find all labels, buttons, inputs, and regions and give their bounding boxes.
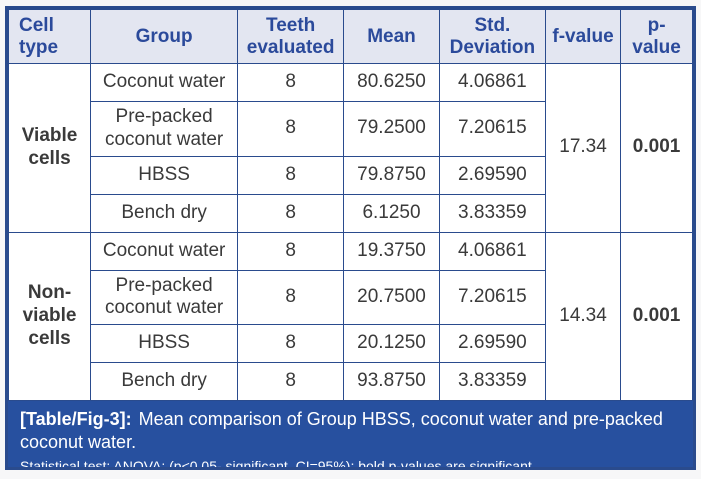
- statistical-note: Statistical test: ANOVA; (p<0.05- signif…: [20, 458, 532, 467]
- table-caption: [Table/Fig-3]: Mean comparison of Group H…: [20, 408, 681, 454]
- std-value: 2.69590: [438, 155, 546, 195]
- std-value: 4.06861: [438, 63, 546, 102]
- caption-band: [Table/Fig-3]: Mean comparison of Group H…: [8, 401, 693, 467]
- mean-value: 79.2500: [343, 101, 440, 157]
- table-row: HBSS 8 79.8750 2.69590: [9, 155, 693, 195]
- std-value: 3.83359: [438, 362, 546, 402]
- f-value-non-viable: 14.34: [544, 231, 622, 402]
- col-header-std-deviation: Std. Deviation: [438, 9, 546, 64]
- caption-text: Mean comparison of Group HBSS, coconut w…: [20, 409, 663, 453]
- f-value-viable: 17.34: [544, 63, 622, 233]
- col-header-group: Group: [90, 9, 239, 64]
- teeth-value: 8: [237, 193, 345, 233]
- teeth-value: 8: [237, 63, 345, 102]
- teeth-value: 8: [237, 324, 345, 364]
- cell-type-viable: Viable cells: [7, 63, 92, 233]
- teeth-value: 8: [237, 101, 345, 157]
- table-row: Bench dry 8 6.1250 3.83359: [9, 193, 693, 233]
- mean-value: 79.8750: [343, 155, 440, 195]
- std-value: 3.83359: [438, 193, 546, 233]
- teeth-value: 8: [237, 155, 345, 195]
- table-row: Viable cells Coconut water 8 80.6250 4.0…: [7, 63, 693, 233]
- mean-value: 80.6250: [343, 63, 440, 102]
- mean-value: 6.1250: [343, 193, 440, 233]
- col-header-p-value: p- value: [620, 9, 693, 64]
- mean-value: 20.1250: [343, 324, 440, 364]
- col-header-f-value: f-value: [544, 9, 622, 64]
- teeth-value: 8: [237, 362, 345, 402]
- group-name: HBSS: [90, 324, 239, 364]
- group-name: Pre-packed coconut water: [90, 101, 239, 157]
- col-header-teeth-evaluated: Teeth evaluated: [237, 9, 345, 64]
- group-name: HBSS: [90, 155, 239, 195]
- mean-value: 19.3750: [343, 231, 440, 271]
- std-value: 2.69590: [438, 324, 546, 364]
- std-value: 4.06861: [438, 231, 546, 271]
- table-figure-frame: Cell type Group Teeth evaluated Mean Std…: [5, 6, 696, 470]
- group-name: Pre-packed coconut water: [90, 269, 239, 326]
- mean-value: 93.8750: [343, 362, 440, 402]
- caption-label: [Table/Fig-3]:: [20, 409, 132, 430]
- teeth-value: 8: [237, 269, 345, 326]
- group-name: Bench dry: [90, 362, 239, 402]
- p-value-non-viable: 0.001: [620, 231, 693, 402]
- anova-results-table: Cell type Group Teeth evaluated Mean Std…: [7, 9, 693, 402]
- mean-value: 20.7500: [343, 269, 440, 326]
- group-name: Bench dry: [90, 193, 239, 233]
- table-row: Pre-packed coconut water 8 20.7500 7.206…: [9, 269, 693, 326]
- std-value: 7.20615: [438, 101, 546, 157]
- table-row: Pre-packed coconut water 8 79.2500 7.206…: [9, 101, 693, 157]
- group-name: Coconut water: [90, 231, 239, 271]
- col-header-mean: Mean: [343, 9, 440, 64]
- col-header-cell-type: Cell type: [7, 9, 92, 64]
- cell-type-non-viable: Non- viable cells: [7, 231, 92, 402]
- table-row: Non- viable cells Coconut water 8 19.375…: [7, 231, 693, 402]
- table-row: Bench dry 8 93.8750 3.83359: [9, 362, 693, 402]
- teeth-value: 8: [237, 231, 345, 271]
- p-value-viable: 0.001: [620, 63, 693, 233]
- group-name: Coconut water: [90, 63, 239, 102]
- header-row: Cell type Group Teeth evaluated Mean Std…: [7, 9, 693, 64]
- std-value: 7.20615: [438, 269, 546, 326]
